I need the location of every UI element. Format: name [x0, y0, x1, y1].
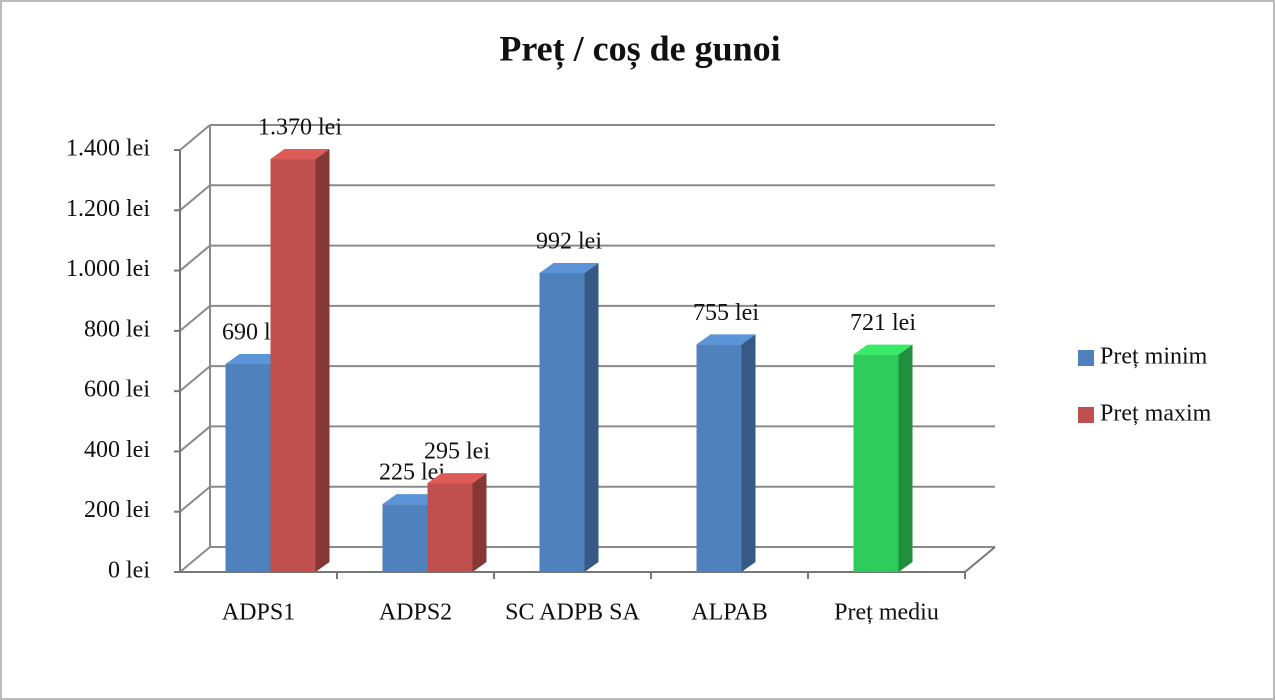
data-label: 1.370 lei: [258, 115, 342, 141]
x-tick-label: ADPS1: [222, 600, 295, 626]
grid-line-side: [179, 546, 211, 573]
bar: [539, 272, 585, 572]
x-tick-label: ADPS2: [379, 600, 452, 626]
legend-swatch: [1078, 407, 1094, 423]
bar: [696, 344, 742, 572]
y-tick-label: 600 lei: [84, 377, 150, 403]
bar: [427, 483, 473, 572]
bar-top: [270, 149, 330, 160]
y-tick-label: 1.000 lei: [66, 256, 150, 282]
data-label: 721 lei: [850, 310, 916, 336]
bar-side: [584, 262, 599, 572]
legend-label: Preț maxim: [1100, 401, 1212, 427]
bar-side: [741, 334, 756, 572]
bar-top: [696, 334, 756, 345]
bar: [270, 159, 316, 573]
bar-side: [315, 149, 330, 573]
chart-title: Preț / coș de gunoi: [499, 28, 780, 69]
bar-top: [427, 473, 487, 484]
bar: [853, 354, 899, 572]
grid-line-side: [179, 305, 211, 332]
bar-top: [382, 494, 442, 505]
grid-line-side: [179, 485, 211, 513]
x-tick-label: SC ADPB SA: [505, 600, 640, 626]
x-tick-label: Preț mediu: [834, 600, 939, 626]
y-tick-label: 200 lei: [84, 497, 150, 523]
grid-line-side: [179, 124, 211, 151]
legend-label: Preț minim: [1100, 344, 1208, 370]
bar-top: [853, 344, 913, 355]
y-tick-label: 0 lei: [108, 558, 150, 584]
y-tick-label: 1.200 lei: [66, 196, 150, 222]
legend-swatch: [1078, 350, 1094, 366]
data-label: 295 lei: [424, 439, 490, 465]
floor-edge: [964, 546, 996, 573]
bar: [382, 504, 428, 572]
bar: [225, 364, 271, 572]
y-tick-label: 1.400 lei: [66, 136, 150, 162]
grid-line-side: [179, 425, 211, 453]
bar-side: [898, 344, 913, 572]
grid-line-side: [179, 184, 211, 212]
data-label: 755 lei: [693, 300, 759, 326]
grid-line-side: [179, 244, 211, 272]
data-label: 992 lei: [536, 228, 602, 254]
x-tick-label: ALPAB: [691, 600, 767, 626]
grid-line-side: [179, 365, 211, 392]
bar-side: [472, 473, 487, 572]
y-tick-label: 400 lei: [84, 437, 150, 463]
bar-top: [225, 354, 285, 365]
bar-top: [539, 262, 599, 273]
y-tick-label: 800 lei: [84, 316, 150, 342]
